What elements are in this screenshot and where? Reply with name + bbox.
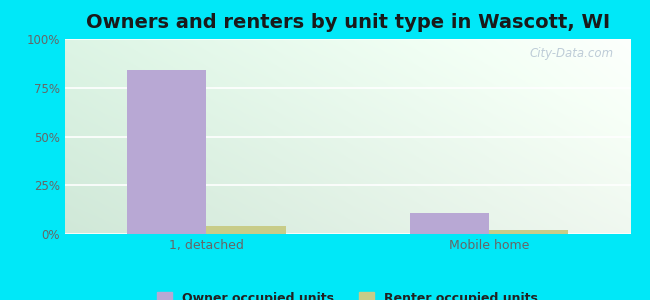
Bar <box>410 212 489 234</box>
Title: Owners and renters by unit type in Wascott, WI: Owners and renters by unit type in Wasco… <box>86 13 610 32</box>
Bar <box>489 230 568 234</box>
Bar <box>127 70 207 234</box>
Legend: Owner occupied units, Renter occupied units: Owner occupied units, Renter occupied un… <box>152 287 543 300</box>
Text: City-Data.com: City-Data.com <box>529 47 614 60</box>
Bar <box>207 226 285 234</box>
